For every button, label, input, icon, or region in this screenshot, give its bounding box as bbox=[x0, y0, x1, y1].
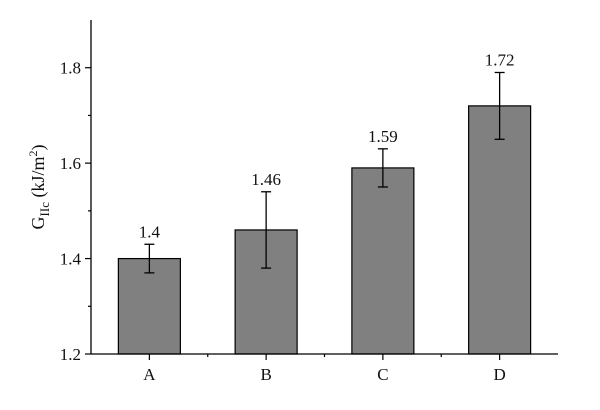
data-label-B: 1.46 bbox=[251, 170, 281, 189]
error-bar-A bbox=[144, 243, 155, 274]
error-bar-B bbox=[261, 191, 272, 269]
x-tick-label-B: B bbox=[260, 365, 271, 384]
y-tick-label: 1.2 bbox=[60, 345, 81, 364]
error-bar-D bbox=[494, 71, 505, 140]
x-tick-label-C: C bbox=[377, 365, 388, 384]
bar-C bbox=[351, 167, 415, 355]
data-labels-layer: 1.4 1.46 1.59 1.72 bbox=[139, 50, 515, 241]
y-tick-label: 1.4 bbox=[60, 250, 82, 269]
bar-D bbox=[468, 105, 532, 355]
y-axis-title-unit-close: ) bbox=[28, 145, 49, 151]
y-axis-title: GIIc (kJ/m2) bbox=[26, 145, 52, 230]
data-label-D: 1.72 bbox=[485, 50, 515, 69]
axes-layer: 1.2 1.4 1.6 1.8 A B C D bbox=[60, 20, 558, 384]
data-label-C: 1.59 bbox=[368, 127, 398, 146]
error-bars-layer bbox=[144, 71, 505, 274]
x-tick-label-D: D bbox=[493, 365, 505, 384]
y-axis-title-unit: (kJ/m bbox=[28, 157, 49, 203]
y-axis-title-subscript: IIc bbox=[37, 202, 52, 217]
bars-layer bbox=[117, 105, 532, 355]
data-label-A: 1.4 bbox=[139, 222, 161, 241]
y-tick-label: 1.6 bbox=[60, 154, 81, 173]
bar-A bbox=[117, 257, 181, 355]
y-axis-title-layer: GIIc (kJ/m2) bbox=[26, 145, 52, 230]
error-bar-C bbox=[377, 148, 388, 188]
y-axis-title-superscript: 2 bbox=[26, 151, 40, 157]
y-axis-title-main: G bbox=[28, 216, 48, 229]
y-tick-label: 1.8 bbox=[60, 59, 81, 78]
x-tick-label-A: A bbox=[143, 365, 156, 384]
